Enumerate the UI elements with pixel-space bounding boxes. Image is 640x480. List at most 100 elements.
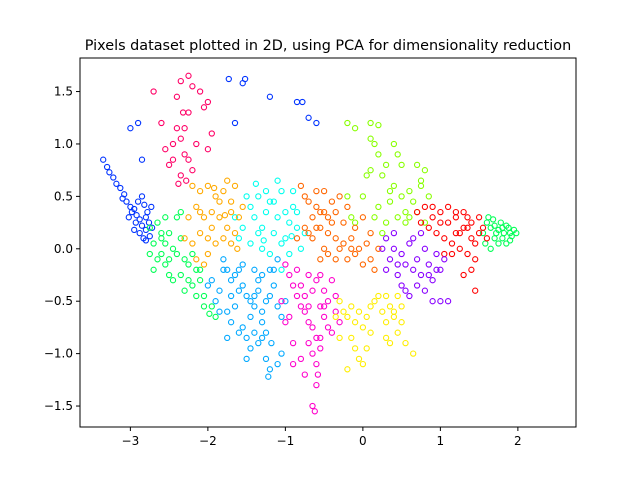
- data-point: [324, 214, 332, 221]
- data-point: [394, 151, 401, 158]
- data-point: [363, 345, 370, 352]
- data-point: [193, 203, 200, 211]
- data-point: [363, 172, 370, 179]
- data-point: [305, 303, 312, 310]
- data-point: [251, 266, 258, 273]
- data-point: [204, 98, 212, 106]
- data-point: [499, 235, 506, 242]
- data-point: [324, 229, 332, 237]
- data-point: [189, 282, 196, 289]
- data-point: [433, 229, 440, 237]
- data-point: [286, 313, 293, 321]
- data-point: [140, 235, 147, 242]
- data-point: [193, 266, 200, 273]
- data-point: [231, 182, 239, 190]
- data-point: [162, 240, 169, 247]
- data-point: [241, 75, 249, 83]
- data-point: [227, 319, 235, 326]
- data-point: [150, 240, 157, 247]
- data-point: [460, 224, 467, 231]
- data-point: [110, 174, 117, 181]
- data-point: [305, 339, 312, 347]
- data-point: [413, 208, 421, 216]
- data-point: [513, 229, 520, 237]
- data-point: [196, 266, 204, 273]
- data-point: [410, 235, 417, 242]
- data-point: [382, 319, 390, 326]
- data-point: [169, 156, 177, 163]
- y-tick-label: −1.5: [44, 399, 73, 413]
- data-point: [437, 219, 444, 226]
- data-point: [320, 245, 328, 252]
- data-point: [154, 256, 161, 263]
- data-point: [181, 125, 188, 132]
- data-point: [208, 277, 215, 284]
- data-point: [247, 345, 254, 352]
- data-point: [193, 292, 200, 300]
- data-point: [266, 198, 274, 205]
- data-point: [216, 308, 223, 315]
- y-tick-label: 1.5: [54, 85, 73, 99]
- data-point: [324, 324, 332, 331]
- data-point: [255, 287, 262, 294]
- data-point: [181, 256, 188, 263]
- data-point: [297, 245, 305, 252]
- data-point: [320, 287, 328, 294]
- data-point: [313, 277, 320, 284]
- data-point: [359, 360, 367, 368]
- data-point: [270, 266, 277, 273]
- data-point: [227, 292, 235, 300]
- data-point: [417, 229, 425, 237]
- data-point: [154, 219, 161, 226]
- data-point: [235, 214, 243, 221]
- y-tick-label: 0.5: [54, 189, 73, 203]
- data-point: [138, 222, 146, 229]
- data-point: [216, 214, 223, 221]
- data-point: [429, 298, 436, 305]
- data-point: [429, 203, 436, 211]
- data-point: [196, 88, 204, 95]
- data-point: [437, 266, 444, 273]
- data-point: [169, 277, 177, 284]
- data-point: [425, 193, 432, 200]
- data-point: [231, 271, 239, 279]
- data-point: [394, 292, 401, 300]
- data-point: [212, 313, 219, 321]
- data-point: [227, 198, 235, 205]
- data-point: [402, 208, 409, 216]
- data-point: [425, 261, 432, 268]
- data-point: [406, 240, 413, 247]
- data-point: [278, 350, 285, 357]
- data-point: [258, 245, 266, 252]
- data-point: [247, 298, 254, 305]
- data-point: [274, 360, 281, 368]
- series-4: [344, 119, 432, 237]
- data-point: [444, 203, 452, 211]
- data-point: [475, 214, 483, 221]
- data-point: [344, 119, 351, 127]
- data-point: [208, 303, 215, 310]
- data-point: [367, 119, 374, 127]
- data-point: [468, 266, 475, 273]
- data-point: [208, 208, 215, 216]
- data-point: [367, 256, 374, 263]
- data-point: [177, 77, 184, 85]
- data-point: [313, 119, 320, 127]
- data-point: [320, 313, 328, 321]
- data-point: [224, 308, 231, 315]
- data-point: [367, 167, 374, 174]
- data-point: [173, 93, 181, 100]
- data-point: [204, 235, 212, 242]
- data-point: [243, 292, 250, 300]
- data-point: [150, 266, 157, 273]
- data-point: [255, 339, 262, 347]
- data-point: [382, 161, 390, 169]
- data-point: [421, 203, 429, 211]
- data-point: [332, 292, 339, 300]
- data-point: [398, 303, 405, 310]
- data-point: [235, 266, 243, 273]
- data-point: [162, 214, 169, 221]
- data-point: [375, 151, 382, 158]
- data-point: [390, 245, 398, 252]
